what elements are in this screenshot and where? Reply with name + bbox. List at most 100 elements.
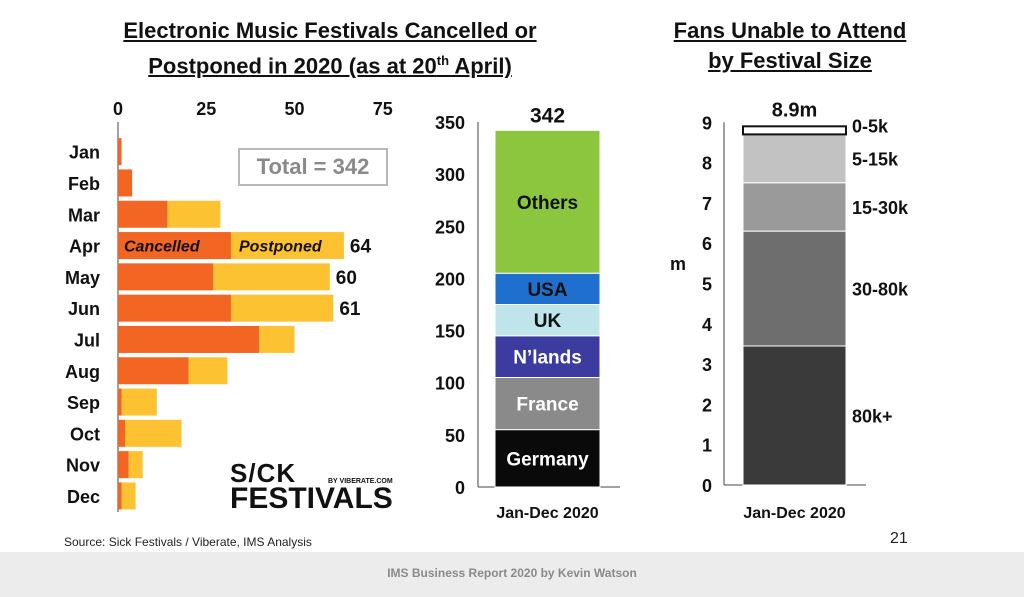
- segment-label-15-30k: 15-30k: [852, 198, 909, 218]
- left-title-line2: Postponed in 2020 (as at 20th April): [148, 53, 512, 79]
- total-box: Total = 342: [238, 148, 388, 186]
- y-tick-label-mar: Mar: [68, 205, 100, 225]
- y-tick-label-9: 9: [702, 113, 712, 133]
- bar-postponed-aug: [188, 357, 228, 385]
- bar-postponed-oct: [125, 419, 182, 447]
- bar-postponed-sep: [121, 388, 157, 416]
- y-tick-label-nov: Nov: [66, 456, 100, 476]
- y-tick-label-oct: Oct: [70, 424, 100, 444]
- bar-cancelled-aug: [118, 357, 189, 385]
- footer-text: IMS Business Report 2020 by Kevin Watson: [387, 566, 637, 580]
- y-tick-label-250: 250: [435, 217, 465, 237]
- country-breakdown-chart: 0 50 100 150 200 250 300 350 Germany France N’land…: [435, 104, 620, 522]
- y-axis-label: m: [670, 254, 686, 274]
- left-chart-title: Electronic Music Festivals Cancelled or …: [80, 16, 580, 81]
- segment-others: [494, 129, 601, 274]
- bar-postponed-mar: [167, 200, 221, 228]
- x-tick-label-0: 0: [113, 99, 123, 119]
- y-tick-label-300: 300: [435, 165, 465, 185]
- segment-80k: [742, 345, 847, 486]
- monthly-festivals-chart: 0 25 50 75 Jan Feb Mar Apr 64 Cancelled Postponed M…: [65, 99, 393, 512]
- bar-cancelled-feb: [118, 169, 133, 197]
- segment-label-5-15k: 5-15k: [852, 150, 899, 170]
- bar-cancelled-apr: [118, 232, 231, 260]
- data-label-apr: 64: [350, 237, 372, 258]
- segment-15-30k: [742, 182, 847, 232]
- data-label-jun: 61: [339, 299, 361, 320]
- right-title-line2: by Festival Size: [708, 48, 872, 73]
- bar-postponed-nov: [128, 451, 143, 479]
- logo-by: BY VIBERATE.COM: [328, 478, 393, 485]
- x-tick-label: Jan-Dec 2020: [496, 505, 598, 522]
- bar-cancelled-sep: [118, 388, 122, 416]
- y-tick-label-jun: Jun: [68, 299, 100, 319]
- logo-line2: FESTIVALS: [230, 482, 393, 515]
- inline-legend-cancelled: Cancelled: [124, 239, 201, 256]
- y-tick-label-5: 5: [702, 275, 712, 295]
- y-tick-label-6: 6: [702, 234, 712, 254]
- segment-france: [494, 377, 601, 431]
- logo-line1: S/CK: [230, 458, 297, 488]
- bar-cancelled-oct: [118, 419, 126, 447]
- y-tick-label-jul: Jul: [74, 330, 100, 350]
- right-title-line1: Fans Unable to Attend: [673, 18, 907, 43]
- segment-label-france: France: [516, 395, 578, 416]
- source-note: Source: Sick Festivals / Viberate, IMS A…: [64, 535, 312, 549]
- right-chart-title: Fans Unable to Attend by Festival Size: [640, 16, 940, 76]
- data-label-may: 60: [336, 268, 357, 289]
- sick-festivals-logo: S/CK BY VIBERATE.COM FESTIVALS: [230, 458, 400, 518]
- inline-legend-postponed: Postponed: [239, 239, 323, 256]
- y-tick-label-sep: Sep: [67, 393, 100, 413]
- total-data-label: 8.9m: [772, 99, 818, 121]
- segment-n-lands: [494, 335, 601, 378]
- total-label: Total = 342: [256, 154, 370, 179]
- x-tick-label-25: 25: [196, 99, 216, 119]
- bar-postponed-jul: [259, 325, 295, 353]
- bar-cancelled-jul: [118, 325, 260, 353]
- y-tick-label-50: 50: [445, 426, 465, 446]
- segment-5-15k: [742, 133, 847, 184]
- x-tick-label-75: 75: [373, 99, 393, 119]
- y-tick-label-4: 4: [702, 315, 712, 335]
- x-tick-label-50: 50: [284, 99, 304, 119]
- bar-cancelled-nov: [118, 451, 129, 479]
- segment-label-others: Others: [517, 193, 578, 214]
- segment-uk: [494, 304, 601, 337]
- segment-label-80k: 80k+: [852, 406, 893, 426]
- bar-cancelled-mar: [118, 200, 168, 228]
- segment-label-30-80k: 30-80k: [852, 280, 909, 300]
- y-tick-label-0: 0: [455, 478, 465, 498]
- y-tick-label-100: 100: [435, 374, 465, 394]
- x-tick-label: Jan-Dec 2020: [743, 505, 845, 522]
- segment-30-80k: [742, 230, 847, 347]
- segment-label-usa: USA: [527, 280, 567, 301]
- y-tick-label-8: 8: [702, 154, 712, 174]
- segment-germany: [494, 429, 601, 488]
- y-tick-label-7: 7: [702, 194, 712, 214]
- total-data-label: 342: [530, 104, 565, 127]
- y-tick-label-3: 3: [702, 355, 712, 375]
- bar-cancelled-jun: [118, 294, 231, 322]
- y-tick-label-0: 0: [702, 476, 712, 496]
- fans-by-size-chart: 0 1 2 3 4 5 6 7 8 9 m 80k+ 30-80k 15-30k 5-15k 0-5k 8.9m…: [670, 99, 909, 522]
- y-tick-label-apr: Apr: [69, 237, 100, 257]
- segment-label-uk: UK: [534, 311, 562, 332]
- bar-postponed-may: [213, 263, 330, 291]
- y-tick-label-aug: Aug: [65, 362, 100, 382]
- bar-postponed-apr: [230, 232, 344, 260]
- left-title-sup: th: [436, 53, 450, 68]
- y-tick-label-feb: Feb: [68, 174, 100, 194]
- y-tick-label-200: 200: [435, 269, 465, 289]
- y-tick-label-150: 150: [435, 322, 465, 342]
- page-number: 21: [890, 530, 908, 547]
- footer-band: [0, 552, 1024, 597]
- segment-label-0-5k: 0-5k: [852, 116, 889, 136]
- bar-postponed-jun: [230, 294, 334, 322]
- bar-cancelled-jan: [118, 138, 122, 166]
- y-tick-label-1: 1: [702, 436, 712, 456]
- left-title-line1: Electronic Music Festivals Cancelled or: [123, 18, 537, 43]
- bar-cancelled-may: [118, 263, 214, 291]
- segment-label-n-lands: N’lands: [513, 348, 582, 369]
- y-tick-label-jan: Jan: [69, 143, 100, 163]
